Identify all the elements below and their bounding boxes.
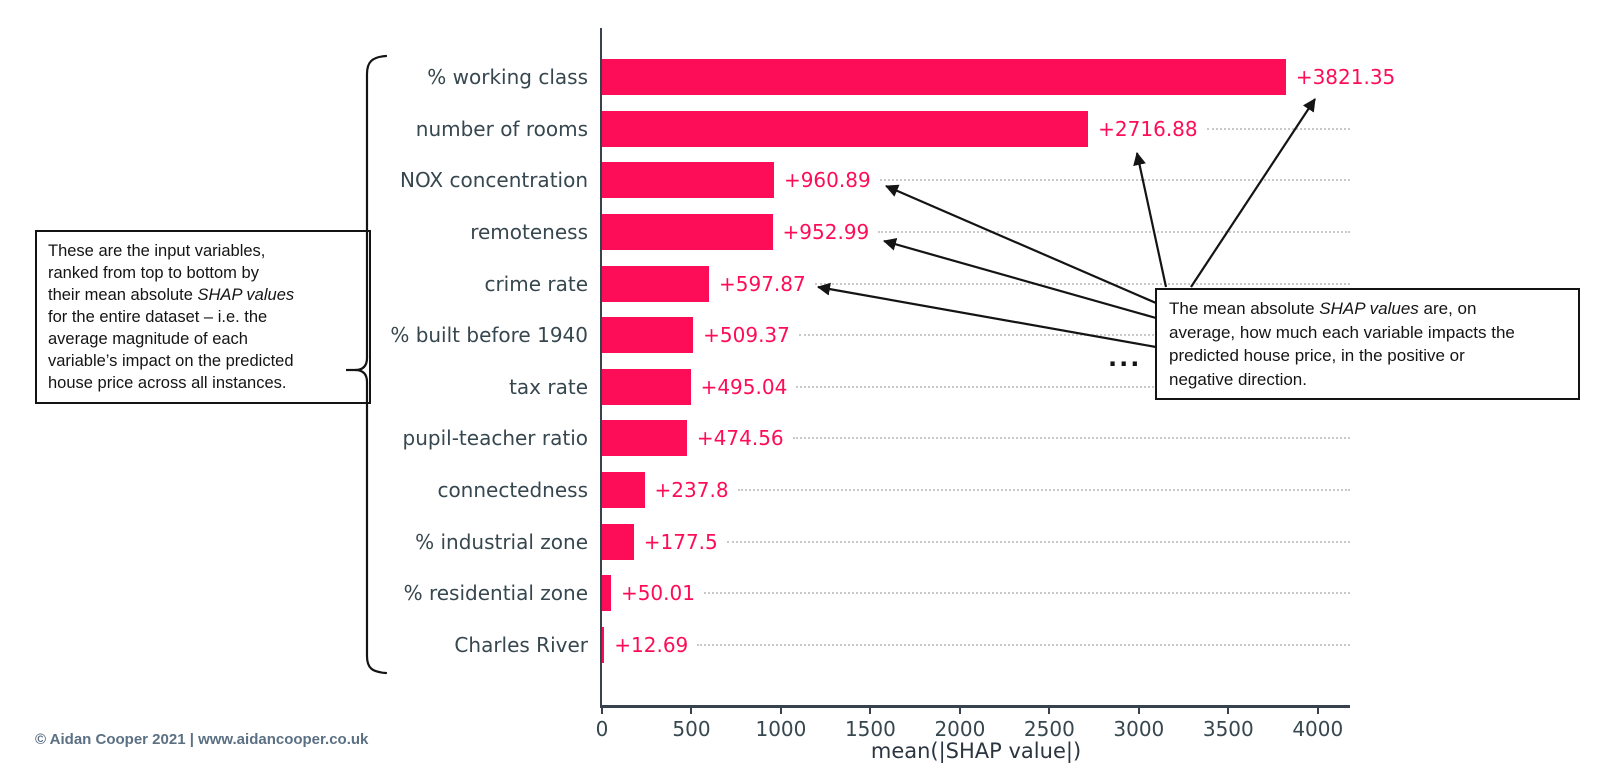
shap-bar <box>602 472 645 509</box>
bar-row: % industrial zone +177.5 <box>415 523 1350 560</box>
x-tick-label: 0 <box>595 717 609 741</box>
x-tick-label: 2500 <box>1023 717 1075 741</box>
x-tick-label: 2000 <box>934 717 986 741</box>
shap-bar <box>602 265 709 302</box>
bar-row: crime rate +597.87 <box>484 265 1350 302</box>
dotted-gridline <box>697 644 1350 647</box>
x-tick-mark <box>1316 705 1319 714</box>
x-tick-label: 1000 <box>755 717 807 741</box>
shap-bar <box>602 110 1089 147</box>
value-label: +177.5 <box>643 529 718 554</box>
bar-row: remoteness +952.99 <box>470 213 1350 250</box>
category-label: % working class <box>427 65 588 89</box>
category-label: connectedness <box>437 478 588 503</box>
shap-bar <box>602 627 605 664</box>
value-label: +2716.88 <box>1098 116 1198 141</box>
shap-bar <box>602 162 774 199</box>
x-tick-label: 4000 <box>1292 717 1344 741</box>
category-label: NOX concentration <box>400 168 588 193</box>
bar-row: % working class +3821.35 <box>427 59 1395 95</box>
value-label: +3821.35 <box>1295 65 1396 89</box>
omitted-arrows-ellipsis: ... <box>1108 344 1142 372</box>
x-tick-label: 500 <box>672 717 711 741</box>
dotted-gridline <box>792 437 1350 440</box>
note-line: average, how much each variable impacts … <box>1169 322 1515 342</box>
shap-bar <box>602 213 773 250</box>
shap-bar <box>602 59 1286 95</box>
x-tick-mark <box>1048 705 1051 714</box>
note-line: their mean absolute SHAP values <box>48 286 295 304</box>
category-label: tax rate <box>509 374 588 399</box>
shap-bar <box>602 368 691 405</box>
dotted-gridline <box>726 540 1350 543</box>
value-label: +474.56 <box>696 426 784 451</box>
category-label: pupil-teacher ratio <box>402 426 588 451</box>
value-label: +509.37 <box>703 323 790 348</box>
bar-row: number of rooms +2716.88 <box>416 110 1350 147</box>
value-label: +50.01 <box>620 581 695 606</box>
dotted-gridline <box>814 282 1350 285</box>
value-label: +597.87 <box>718 271 806 296</box>
dotted-gridline <box>737 489 1350 492</box>
plot-area: mean(|SHAP value|) % working class +3821.… <box>390 28 1395 763</box>
shap-bar <box>602 420 687 457</box>
shap-bar <box>602 317 694 354</box>
dotted-gridline <box>796 385 1350 388</box>
note-line: negative direction. <box>1169 369 1307 389</box>
value-label: +960.89 <box>783 168 871 193</box>
bar-row: tax rate +495.04 <box>509 368 1350 405</box>
x-tick-mark <box>690 705 693 714</box>
note-line: for the entire dataset – i.e. the <box>48 308 268 326</box>
category-label: Charles River <box>454 633 588 658</box>
x-tick-mark <box>958 705 961 714</box>
category-label: % built before 1940 <box>390 323 588 348</box>
bar-row: % residential zone +50.01 <box>404 575 1350 612</box>
shap-bar <box>602 523 634 560</box>
x-tick-mark <box>869 705 872 714</box>
x-tick-mark <box>1137 705 1140 714</box>
bar-row: NOX concentration +960.89 <box>400 162 1350 199</box>
note-line: average magnitude of each <box>48 330 248 348</box>
category-label: % residential zone <box>403 581 588 606</box>
note-line: predicted house price, in the positive o… <box>1169 346 1465 365</box>
note-line: These are the input variables, <box>48 242 266 260</box>
bar-row: connectedness +237.8 <box>437 472 1350 509</box>
x-tick-label: 3000 <box>1113 717 1165 741</box>
category-label: % industrial zone <box>415 529 588 554</box>
shap-bar <box>602 575 611 612</box>
left-annotation-box: These are the input variables, ranked fro… <box>35 230 371 404</box>
x-tick-label: 1500 <box>844 717 896 741</box>
category-label: number of rooms <box>415 116 588 141</box>
copyright-credit: © Aidan Cooper 2021 | www.aidancooper.co… <box>35 731 369 748</box>
value-label: +952.99 <box>782 219 870 244</box>
x-tick-mark <box>601 705 603 714</box>
note-line: The mean absolute SHAP values are, on <box>1169 299 1477 318</box>
note-line: ranked from top to bottom by <box>48 264 259 282</box>
category-label: remoteness <box>470 219 588 244</box>
value-label: +12.69 <box>614 633 689 658</box>
bar-row: pupil-teacher ratio +474.56 <box>403 420 1350 457</box>
x-tick-mark <box>779 705 782 714</box>
note-line: house price across all instances. <box>48 374 287 392</box>
note-line: variable’s impact on the predicted <box>48 352 294 370</box>
bar-row: Charles River +12.69 <box>454 627 1350 664</box>
category-label: crime rate <box>484 271 588 296</box>
x-tick-mark <box>1227 705 1230 714</box>
value-label: +237.8 <box>654 478 729 503</box>
value-label: +495.04 <box>700 374 788 399</box>
dotted-gridline <box>879 179 1350 182</box>
right-annotation-box: The mean absolute SHAP values are, on ave… <box>1155 288 1580 400</box>
x-tick-label: 3500 <box>1202 717 1254 741</box>
dotted-gridline <box>878 230 1350 233</box>
dotted-gridline <box>1206 127 1350 130</box>
x-axis-title: mean(|SHAP value|) <box>870 739 1082 763</box>
dotted-gridline <box>703 592 1350 595</box>
